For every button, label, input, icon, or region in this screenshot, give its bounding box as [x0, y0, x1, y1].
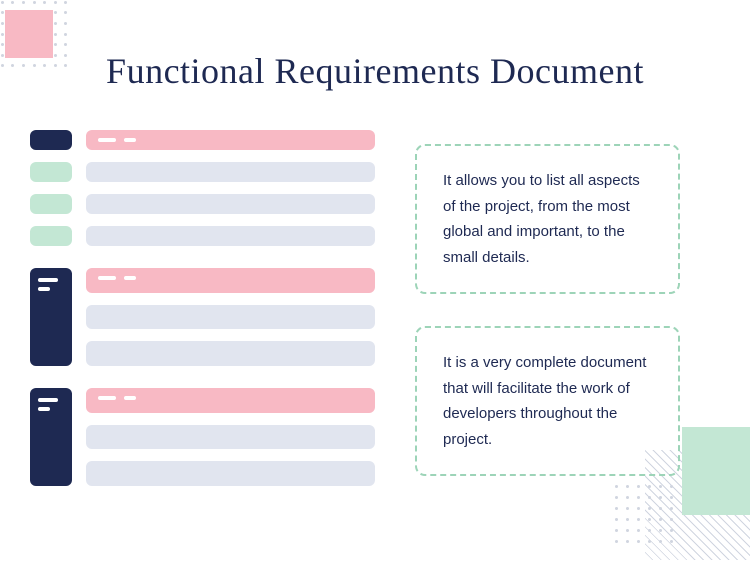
- mockup-card-bars: [86, 388, 375, 486]
- mockup-row: [30, 130, 375, 150]
- mockup-card-side: [30, 268, 72, 366]
- mockup-tag-mint: [30, 226, 72, 246]
- mockup-bar-gray: [86, 341, 375, 366]
- mockup-bar-gray: [86, 461, 375, 486]
- mockup-bar-pink: [86, 268, 375, 293]
- mockup-row: [30, 194, 375, 214]
- document-mockup: [30, 130, 375, 520]
- mockup-row: [30, 226, 375, 246]
- mockup-card-section: [30, 388, 375, 486]
- mockup-tag-mint: [30, 162, 72, 182]
- mockup-bar-gray: [86, 305, 375, 330]
- mockup-card-side: [30, 388, 72, 486]
- callout-box: It is a very complete document that will…: [415, 326, 680, 476]
- callout-box: It allows you to list all aspects of the…: [415, 144, 680, 294]
- decoration-pink-square: [5, 10, 53, 58]
- mockup-row: [30, 162, 375, 182]
- mockup-bar-pink: [86, 130, 375, 150]
- callout-text: It is a very complete document that will…: [443, 354, 646, 448]
- mockup-card-section: [30, 268, 375, 366]
- mockup-bar-gray: [86, 194, 375, 214]
- mockup-bar-gray: [86, 425, 375, 450]
- mockup-bar-gray: [86, 226, 375, 246]
- mockup-top-section: [30, 130, 375, 246]
- mockup-card-bars: [86, 268, 375, 366]
- content-area: It allows you to list all aspects of the…: [30, 130, 720, 520]
- page-title: Functional Requirements Document: [0, 50, 750, 92]
- mockup-tag-navy: [30, 130, 72, 150]
- mockup-tag-mint: [30, 194, 72, 214]
- mockup-bar-pink: [86, 388, 375, 413]
- callout-text: It allows you to list all aspects of the…: [443, 172, 640, 266]
- mockup-bar-gray: [86, 162, 375, 182]
- callouts-column: It allows you to list all aspects of the…: [415, 130, 720, 520]
